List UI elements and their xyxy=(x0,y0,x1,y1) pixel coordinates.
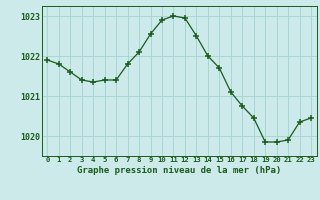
X-axis label: Graphe pression niveau de la mer (hPa): Graphe pression niveau de la mer (hPa) xyxy=(77,166,281,175)
